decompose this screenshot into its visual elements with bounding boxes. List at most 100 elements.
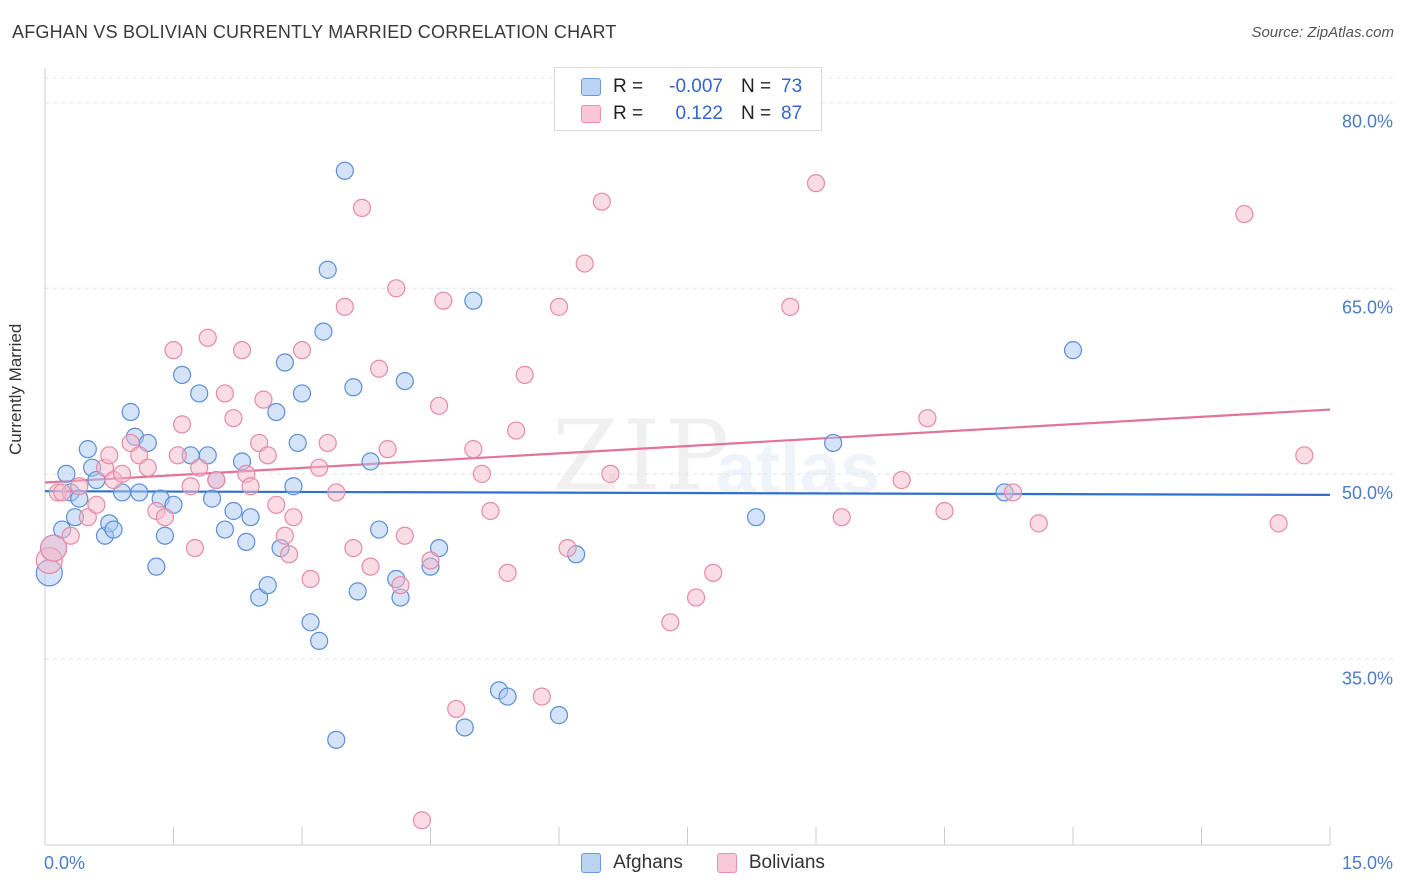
- afghan-point-42: [310, 631, 329, 650]
- afghans-n-label: N =: [741, 76, 772, 97]
- y-tick-label-50: 50.0%: [1342, 483, 1393, 503]
- bolivian-point-35: [280, 545, 299, 564]
- bolivian-point-31: [254, 390, 273, 409]
- afghan-point-49: [361, 452, 380, 471]
- correlation-legend: R = -0.007 N = 73 R = 0.122 N = 87: [554, 67, 822, 131]
- bolivian-point-55: [447, 699, 466, 719]
- bolivian-point-4: [61, 526, 80, 545]
- legend-item-afghans[interactable]: Afghans: [581, 852, 683, 874]
- bolivian-point-14: [138, 458, 157, 477]
- afghan-point-20: [155, 526, 175, 545]
- afghan-point-39: [288, 433, 307, 453]
- afghan-point-35: [267, 402, 286, 422]
- bolivian-point-3: [53, 483, 72, 502]
- afghans-n-value: 73: [781, 76, 803, 97]
- bolivians-r-value: 0.122: [675, 103, 723, 124]
- bolivian-point-53: [429, 396, 449, 415]
- bolivian-point-5: [70, 477, 89, 496]
- bolivian-point-6: [78, 508, 97, 527]
- afghan-point-16: [130, 483, 149, 502]
- afghan-trend-line: [44, 490, 1331, 497]
- bolivian-point-37: [292, 341, 312, 360]
- bolivian-point-16: [155, 508, 175, 527]
- bolivian-point-26: [224, 409, 243, 428]
- bolivian-point-56: [464, 440, 483, 459]
- bolivian-point-64: [558, 538, 577, 558]
- afghan-point-7: [78, 440, 97, 459]
- bolivian-point-45: [361, 557, 380, 576]
- bolivian-point-24: [207, 470, 226, 490]
- bolivian-point-65: [575, 254, 594, 273]
- bolivian-point-73: [832, 508, 851, 527]
- afghans-swatch: [581, 78, 601, 96]
- bolivian-point-38: [301, 569, 320, 589]
- bolivian-point-34: [275, 526, 294, 545]
- afghan-point-60: [549, 706, 569, 725]
- afghan-point-33: [250, 588, 269, 607]
- bolivian-point-39: [310, 458, 329, 477]
- bolivian-point-48: [387, 279, 406, 298]
- afghan-point-12: [104, 520, 123, 539]
- bolivian-point-42: [335, 297, 354, 316]
- bolivian-point-81: [1295, 446, 1314, 465]
- bolivian-point-12: [121, 433, 140, 453]
- bolivian-point-41: [327, 483, 346, 502]
- legend-row-afghans: R = -0.007 N = 73: [581, 75, 802, 99]
- bolivian-point-13: [130, 446, 149, 465]
- bolivian-point-21: [185, 538, 205, 558]
- bolivian-point-29: [241, 477, 260, 496]
- bolivian-point-61: [515, 365, 534, 385]
- bolivian-point-27: [232, 341, 252, 360]
- bolivian-point-52: [421, 551, 440, 570]
- afghan-point-55: [429, 538, 449, 558]
- series-legend: Afghans Bolivians: [0, 852, 1406, 874]
- bolivian-point-60: [507, 421, 526, 440]
- afghans-r-label: R =: [613, 76, 644, 97]
- afghan-point-48: [348, 582, 367, 601]
- afghan-point-41: [301, 613, 320, 632]
- y-tick-label-65: 65.0%: [1342, 297, 1393, 317]
- bolivian-point-18: [168, 446, 187, 465]
- bolivian-point-1: [39, 534, 68, 562]
- bolivian-point-66: [592, 192, 611, 211]
- bolivian-point-59: [498, 563, 517, 582]
- x-tick-label-min: 0.0%: [44, 853, 85, 873]
- afghan-point-38: [284, 477, 303, 496]
- afghan-point-26: [202, 489, 222, 508]
- bolivians-n-value: 87: [781, 103, 803, 124]
- bolivian-point-25: [215, 384, 234, 403]
- bolivian-point-62: [532, 687, 551, 706]
- afghans-legend-swatch: [581, 853, 602, 873]
- bolivian-point-40: [318, 433, 337, 453]
- bolivian-point-22: [190, 458, 209, 477]
- afghan-point-37: [275, 353, 294, 372]
- afghan-point-62: [746, 508, 766, 527]
- bolivian-point-23: [198, 328, 217, 347]
- legend-row-bolivians: R = 0.122 N = 87: [581, 102, 802, 126]
- trend-lines: [44, 408, 1331, 497]
- afghan-point-57: [464, 291, 483, 310]
- bolivian-point-46: [370, 359, 389, 378]
- bolivian-point-51: [412, 811, 432, 830]
- afghan-point-21: [164, 495, 183, 514]
- y-tick-label-35: 35.0%: [1342, 668, 1393, 688]
- bolivian-point-69: [686, 588, 706, 607]
- afghan-point-22: [172, 365, 192, 385]
- bolivian-point-36: [284, 508, 303, 527]
- bolivian-point-67: [601, 464, 620, 483]
- chart-title: AFGHAN VS BOLIVIAN CURRENTLY MARRIED COR…: [12, 22, 617, 42]
- bolivians-legend-label: Bolivians: [748, 852, 825, 873]
- bolivian-point-63: [549, 297, 569, 316]
- afghan-point-45: [327, 730, 346, 749]
- bolivian-point-80: [1269, 514, 1288, 533]
- afghan-point-43: [314, 322, 333, 341]
- bolivian-point-77: [1003, 483, 1023, 502]
- legend-item-bolivians[interactable]: Bolivians: [716, 852, 825, 874]
- afghan-point-18: [147, 557, 166, 576]
- afghan-point-63: [824, 433, 843, 453]
- bolivian-point-76: [935, 501, 954, 521]
- axes: [44, 68, 1331, 846]
- y-tick-label-80: 80.0%: [1342, 112, 1393, 132]
- source-label: Source: ZipAtlas.com: [1251, 24, 1394, 41]
